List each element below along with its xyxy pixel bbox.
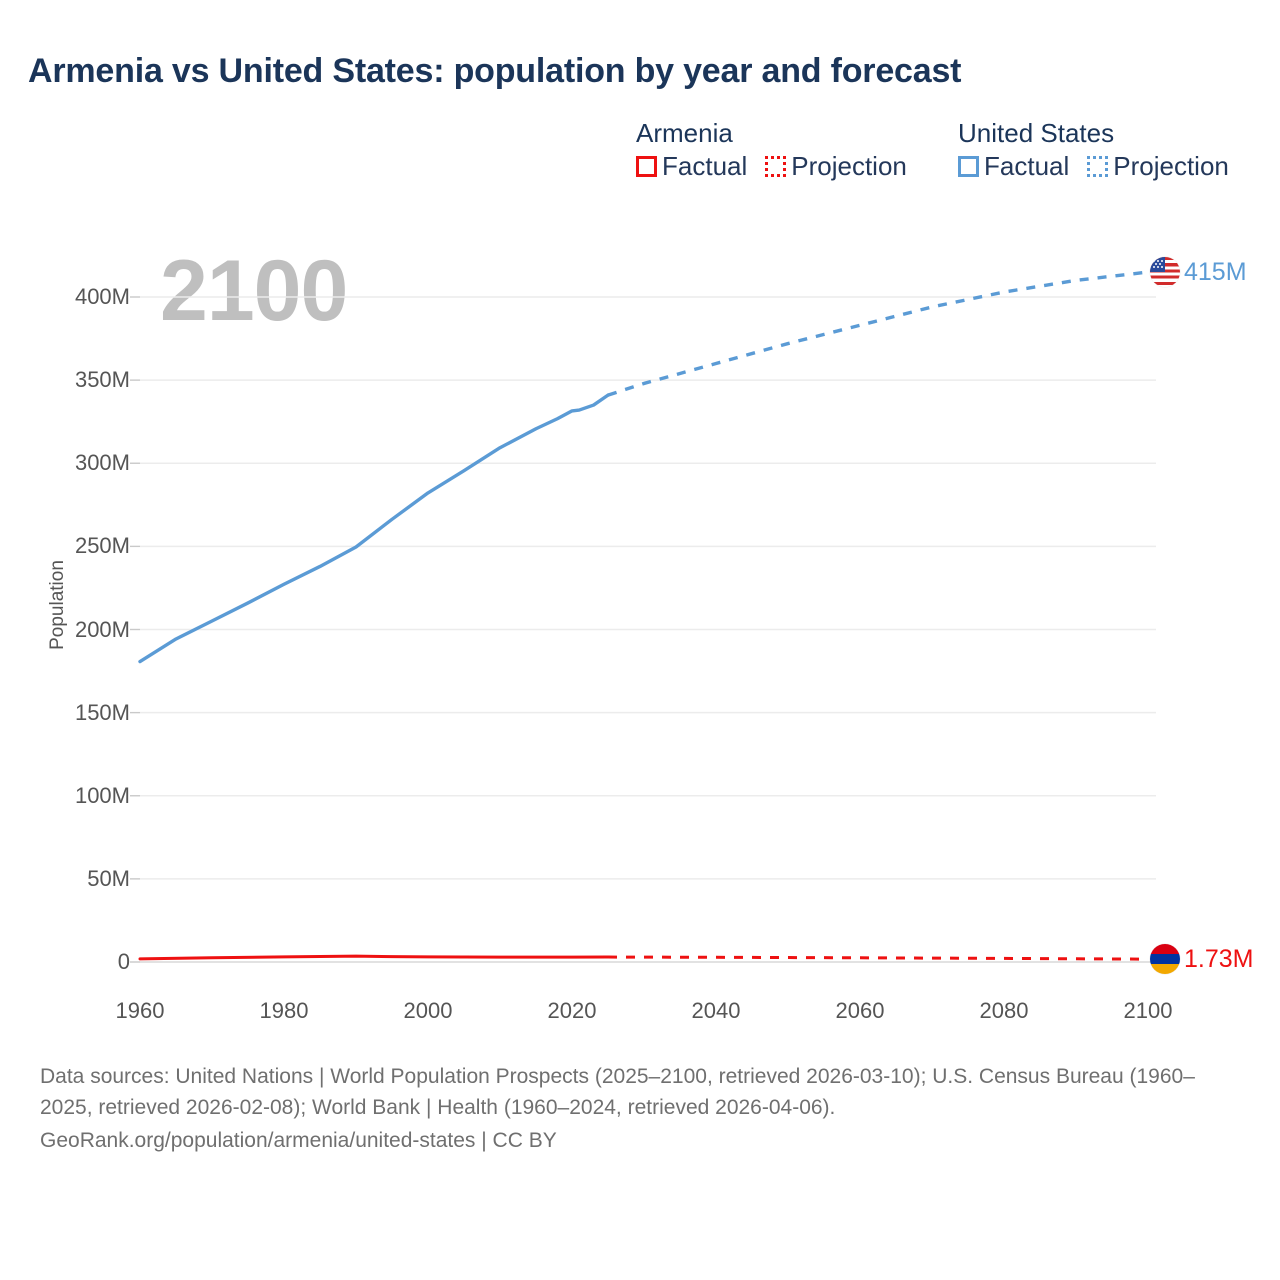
y-axis-tick-label: 350M (74, 367, 130, 393)
chart-plot-area: 2100 Population 0 50M 100M 150M 200M 250M 300M… (0, 0, 1280, 1060)
end-label-armenia: 1.73M (1150, 944, 1254, 975)
y-axis-tick-label: 100M (74, 782, 130, 808)
legend-item-united-states-projection[interactable]: Projection (1087, 153, 1229, 179)
x-axis-tick-label: 2040 (691, 998, 741, 1023)
y-axis-tick-label: 250M (74, 533, 130, 559)
legend-swatch-dotted-icon (765, 155, 787, 177)
footer-sources: Data sources: United Nations | World Pop… (40, 1065, 1195, 1119)
y-axis-tick-label: 200M (74, 616, 130, 642)
y-axis-tick-label: 150M (74, 699, 130, 725)
end-value-armenia: 1.73M (1184, 944, 1254, 973)
series-line-projection-united-states (607, 270, 1149, 397)
y-axis-tick-label: 400M (74, 284, 130, 309)
x-axis-ticks: 1960 1980 2000 2020 2040 2060 2080 2100 (0, 998, 1280, 1038)
series-line-factual-armenia (138, 954, 610, 961)
end-value-united-states: 415M (1184, 257, 1247, 286)
legend-label-united-states-factual: Factual (984, 151, 1070, 182)
chart-legend: Armenia Factual Projection United States… (636, 118, 1256, 179)
armenia-flag-icon (1150, 944, 1180, 975)
year-watermark: 2100 (160, 243, 348, 339)
x-axis-tick-label: 2060 (835, 998, 885, 1023)
legend-label-armenia-projection: Projection (791, 151, 907, 182)
y-axis-tick-label: 300M (74, 450, 130, 476)
x-axis-tick-label: 2080 (979, 998, 1029, 1023)
footer-link[interactable]: GeoRank.org/population/armenia/united-st… (40, 1128, 557, 1152)
legend-heading-armenia: Armenia (636, 118, 733, 148)
legend-swatch-solid-icon (636, 155, 657, 177)
legend-swatch-dotted-icon (1087, 155, 1109, 177)
legend-group-armenia: Armenia Factual Projection (636, 118, 958, 179)
x-axis-tick-label: 2020 (547, 998, 597, 1023)
legend-swatch-solid-icon (958, 155, 979, 177)
end-label-united-states: 415M (1150, 257, 1247, 288)
y-axis-ticks: 0 50M 100M 150M 200M 250M 300M 350M 400M (30, 0, 130, 1060)
footer: Data sources: United Nations | World Pop… (40, 1062, 1230, 1157)
legend-item-armenia-projection[interactable]: Projection (765, 153, 907, 179)
legend-heading-united-states: United States (958, 118, 1115, 148)
x-axis-tick-label: 1960 (115, 998, 165, 1023)
legend-label-armenia-factual: Factual (662, 151, 748, 182)
x-axis-tick-label: 2000 (403, 998, 453, 1023)
legend-item-united-states-factual[interactable]: Factual (958, 153, 1069, 179)
legend-group-united-states: United States Factual Projection (958, 118, 1248, 179)
y-axis-tick-label: 50M (87, 865, 130, 891)
series-line-factual-united-states (138, 393, 610, 664)
chart-canvas (130, 270, 1156, 963)
x-axis-tick-label: 2100 (1123, 998, 1173, 1023)
legend-row-united-states: Factual Projection (958, 153, 1248, 179)
legend-item-armenia-factual[interactable]: Factual (636, 153, 747, 179)
page-title: Armenia vs United States: population by … (28, 52, 962, 90)
x-axis-tick-label: 1980 (259, 998, 309, 1023)
us-flag-icon (1150, 257, 1180, 288)
legend-label-united-states-projection: Projection (1113, 151, 1229, 182)
legend-row-armenia: Factual Projection (636, 153, 958, 179)
series-line-projection-armenia (607, 955, 1149, 961)
y-axis-tick-label: 0 (117, 949, 130, 974)
